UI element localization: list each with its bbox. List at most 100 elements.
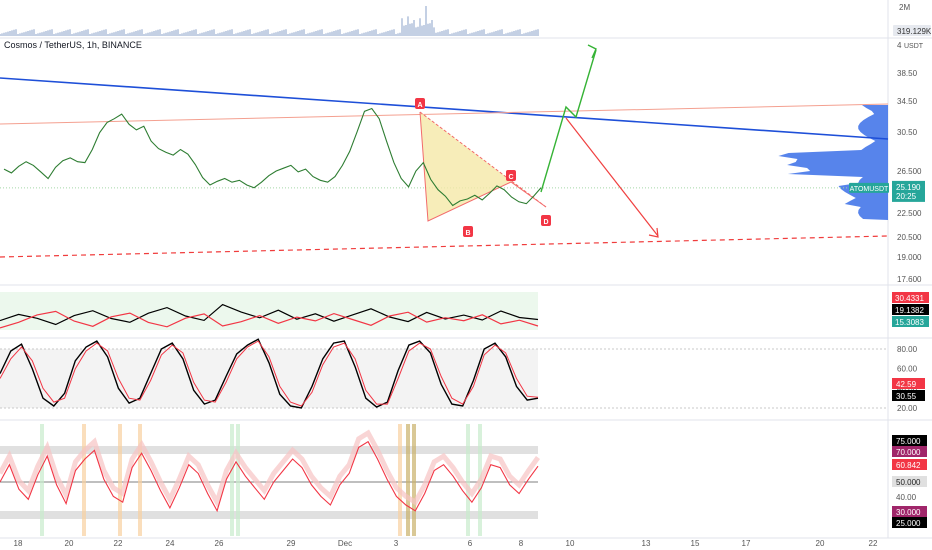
volume-bars xyxy=(0,6,539,36)
symbol-badge-label: ATOMUSDT xyxy=(850,186,889,193)
time-tick-label: 29 xyxy=(287,539,296,548)
time-tick-label: Dec xyxy=(338,539,352,548)
rsi-tick-label: 25.000 xyxy=(896,519,921,528)
rsi-highlight-bar xyxy=(236,424,240,536)
pane1-series-line xyxy=(0,310,539,329)
price-tick-label: 17.600 xyxy=(897,275,922,284)
time-tick-label: 13 xyxy=(642,539,651,548)
price-tick-label: 30.50 xyxy=(897,128,918,137)
rsi-highlight-bar xyxy=(230,424,234,536)
bearish-projection-arrow xyxy=(565,117,659,237)
rsi-value-badge xyxy=(892,446,927,457)
time-tick-label: 15 xyxy=(691,539,700,548)
time-tick-label: 20 xyxy=(65,539,74,548)
pattern-point-label: D xyxy=(543,219,548,226)
rsi-highlight-bar xyxy=(138,424,142,536)
volume-profile xyxy=(778,105,888,220)
pattern-outline xyxy=(419,111,547,222)
pattern-point-label: A xyxy=(417,102,422,109)
symbol-title: Cosmos / TetherUS, 1h, BINANCE xyxy=(4,40,142,50)
price-tick-label: 38.50 xyxy=(897,69,918,78)
rsi-series-line xyxy=(0,440,539,513)
rsi-lower-band xyxy=(0,511,538,519)
stoch-tick-label: 60.00 xyxy=(897,365,918,374)
price-axis-currency: USDT xyxy=(904,43,924,50)
upper-resistance-line xyxy=(0,103,889,125)
pane1-value-label: 19.1382 xyxy=(895,306,924,315)
volume-tick-label: 2M xyxy=(899,3,910,12)
pane1-value-label: 15.3083 xyxy=(895,318,924,327)
rsi-value-badge xyxy=(892,435,927,446)
volume-value-label: 319.129K xyxy=(897,27,932,36)
rsi-tick-label: 60.842 xyxy=(896,461,921,470)
pane1-value-badge xyxy=(892,304,929,315)
price-series-line xyxy=(3,107,542,207)
price-tick-label: 34.50 xyxy=(897,97,918,106)
time-tick-label: 22 xyxy=(869,539,878,548)
pattern-point-label: C xyxy=(508,174,513,181)
rsi-highlight-bar xyxy=(118,424,122,536)
price-tick-label: 26.500 xyxy=(897,167,922,176)
rsi-highlight-bar xyxy=(406,424,410,536)
rsi-highlight-bar xyxy=(466,424,470,536)
time-tick-label: 6 xyxy=(468,539,473,548)
last-price-label: 25.190 xyxy=(896,183,921,192)
time-tick-label: 20 xyxy=(816,539,825,548)
pattern-point-marker xyxy=(506,170,516,181)
price-tick-label: 22.500 xyxy=(897,209,922,218)
bullish-projection-arrow xyxy=(540,49,597,193)
pattern-point-label: B xyxy=(465,230,470,237)
time-tick-label: 8 xyxy=(519,539,524,548)
stoch-value-label: 42.59 xyxy=(896,380,917,389)
volume-value-badge xyxy=(893,25,931,36)
price-tick-label: 19.000 xyxy=(897,253,922,262)
last-price-badge xyxy=(892,180,925,202)
rsi-value-badge xyxy=(892,517,927,528)
rsi-highlight-bar xyxy=(82,424,86,536)
rsi-tick-label: 75.000 xyxy=(896,437,921,446)
countdown-label: 20:25 xyxy=(896,192,917,201)
stoch-value-badge xyxy=(892,378,925,389)
bearish-arrowhead xyxy=(648,227,659,238)
rsi-tick-label: 70.000 xyxy=(896,448,921,457)
stoch-value-badge xyxy=(892,390,925,401)
rsi-value-badge xyxy=(892,476,927,487)
pane1-fill xyxy=(0,292,538,330)
descending-trendline xyxy=(0,77,889,140)
rsi-tick-label: 50.000 xyxy=(896,478,921,487)
time-tick-label: 24 xyxy=(166,539,175,548)
rsi-value-badge xyxy=(892,506,927,517)
rsi-highlight-bar xyxy=(40,424,44,536)
stoch-tick-label: 80.00 xyxy=(897,345,918,354)
pane1-value-badge xyxy=(892,292,929,303)
time-tick-label: 17 xyxy=(742,539,751,548)
rsi-upper-band xyxy=(0,446,538,454)
bullish-arrowhead xyxy=(587,44,597,59)
volume-tick-label: 4 xyxy=(897,41,902,50)
pane1-value-label: 30.4331 xyxy=(895,294,924,303)
rsi-highlight-bar xyxy=(412,424,416,536)
pattern-diagonal xyxy=(419,111,547,208)
pattern-fill xyxy=(420,112,546,221)
rsi-value-badge xyxy=(892,459,927,470)
pattern-point-marker xyxy=(463,226,473,237)
pattern-point-marker xyxy=(415,98,425,109)
rsi-tick-label: 40.00 xyxy=(896,493,917,502)
stoch-series-line xyxy=(0,338,539,409)
symbol-badge xyxy=(849,182,889,193)
pattern-point-marker xyxy=(541,215,551,226)
support-dashed-line xyxy=(0,235,889,258)
rsi-tick-label: 30.000 xyxy=(896,508,921,517)
time-tick-label: 10 xyxy=(566,539,575,548)
stoch-tick-label: 20.00 xyxy=(897,404,918,413)
price-tick-label: 20.500 xyxy=(897,233,922,242)
time-tick-label: 18 xyxy=(14,539,23,548)
time-tick-label: 22 xyxy=(114,539,123,548)
time-tick-label: 26 xyxy=(215,539,224,548)
stoch-value-label: 30.55 xyxy=(896,392,917,401)
time-tick-label: 3 xyxy=(394,539,399,548)
pane1-value-badge xyxy=(892,316,929,327)
rsi-shade xyxy=(0,429,541,509)
rsi-highlight-bar xyxy=(398,424,402,536)
